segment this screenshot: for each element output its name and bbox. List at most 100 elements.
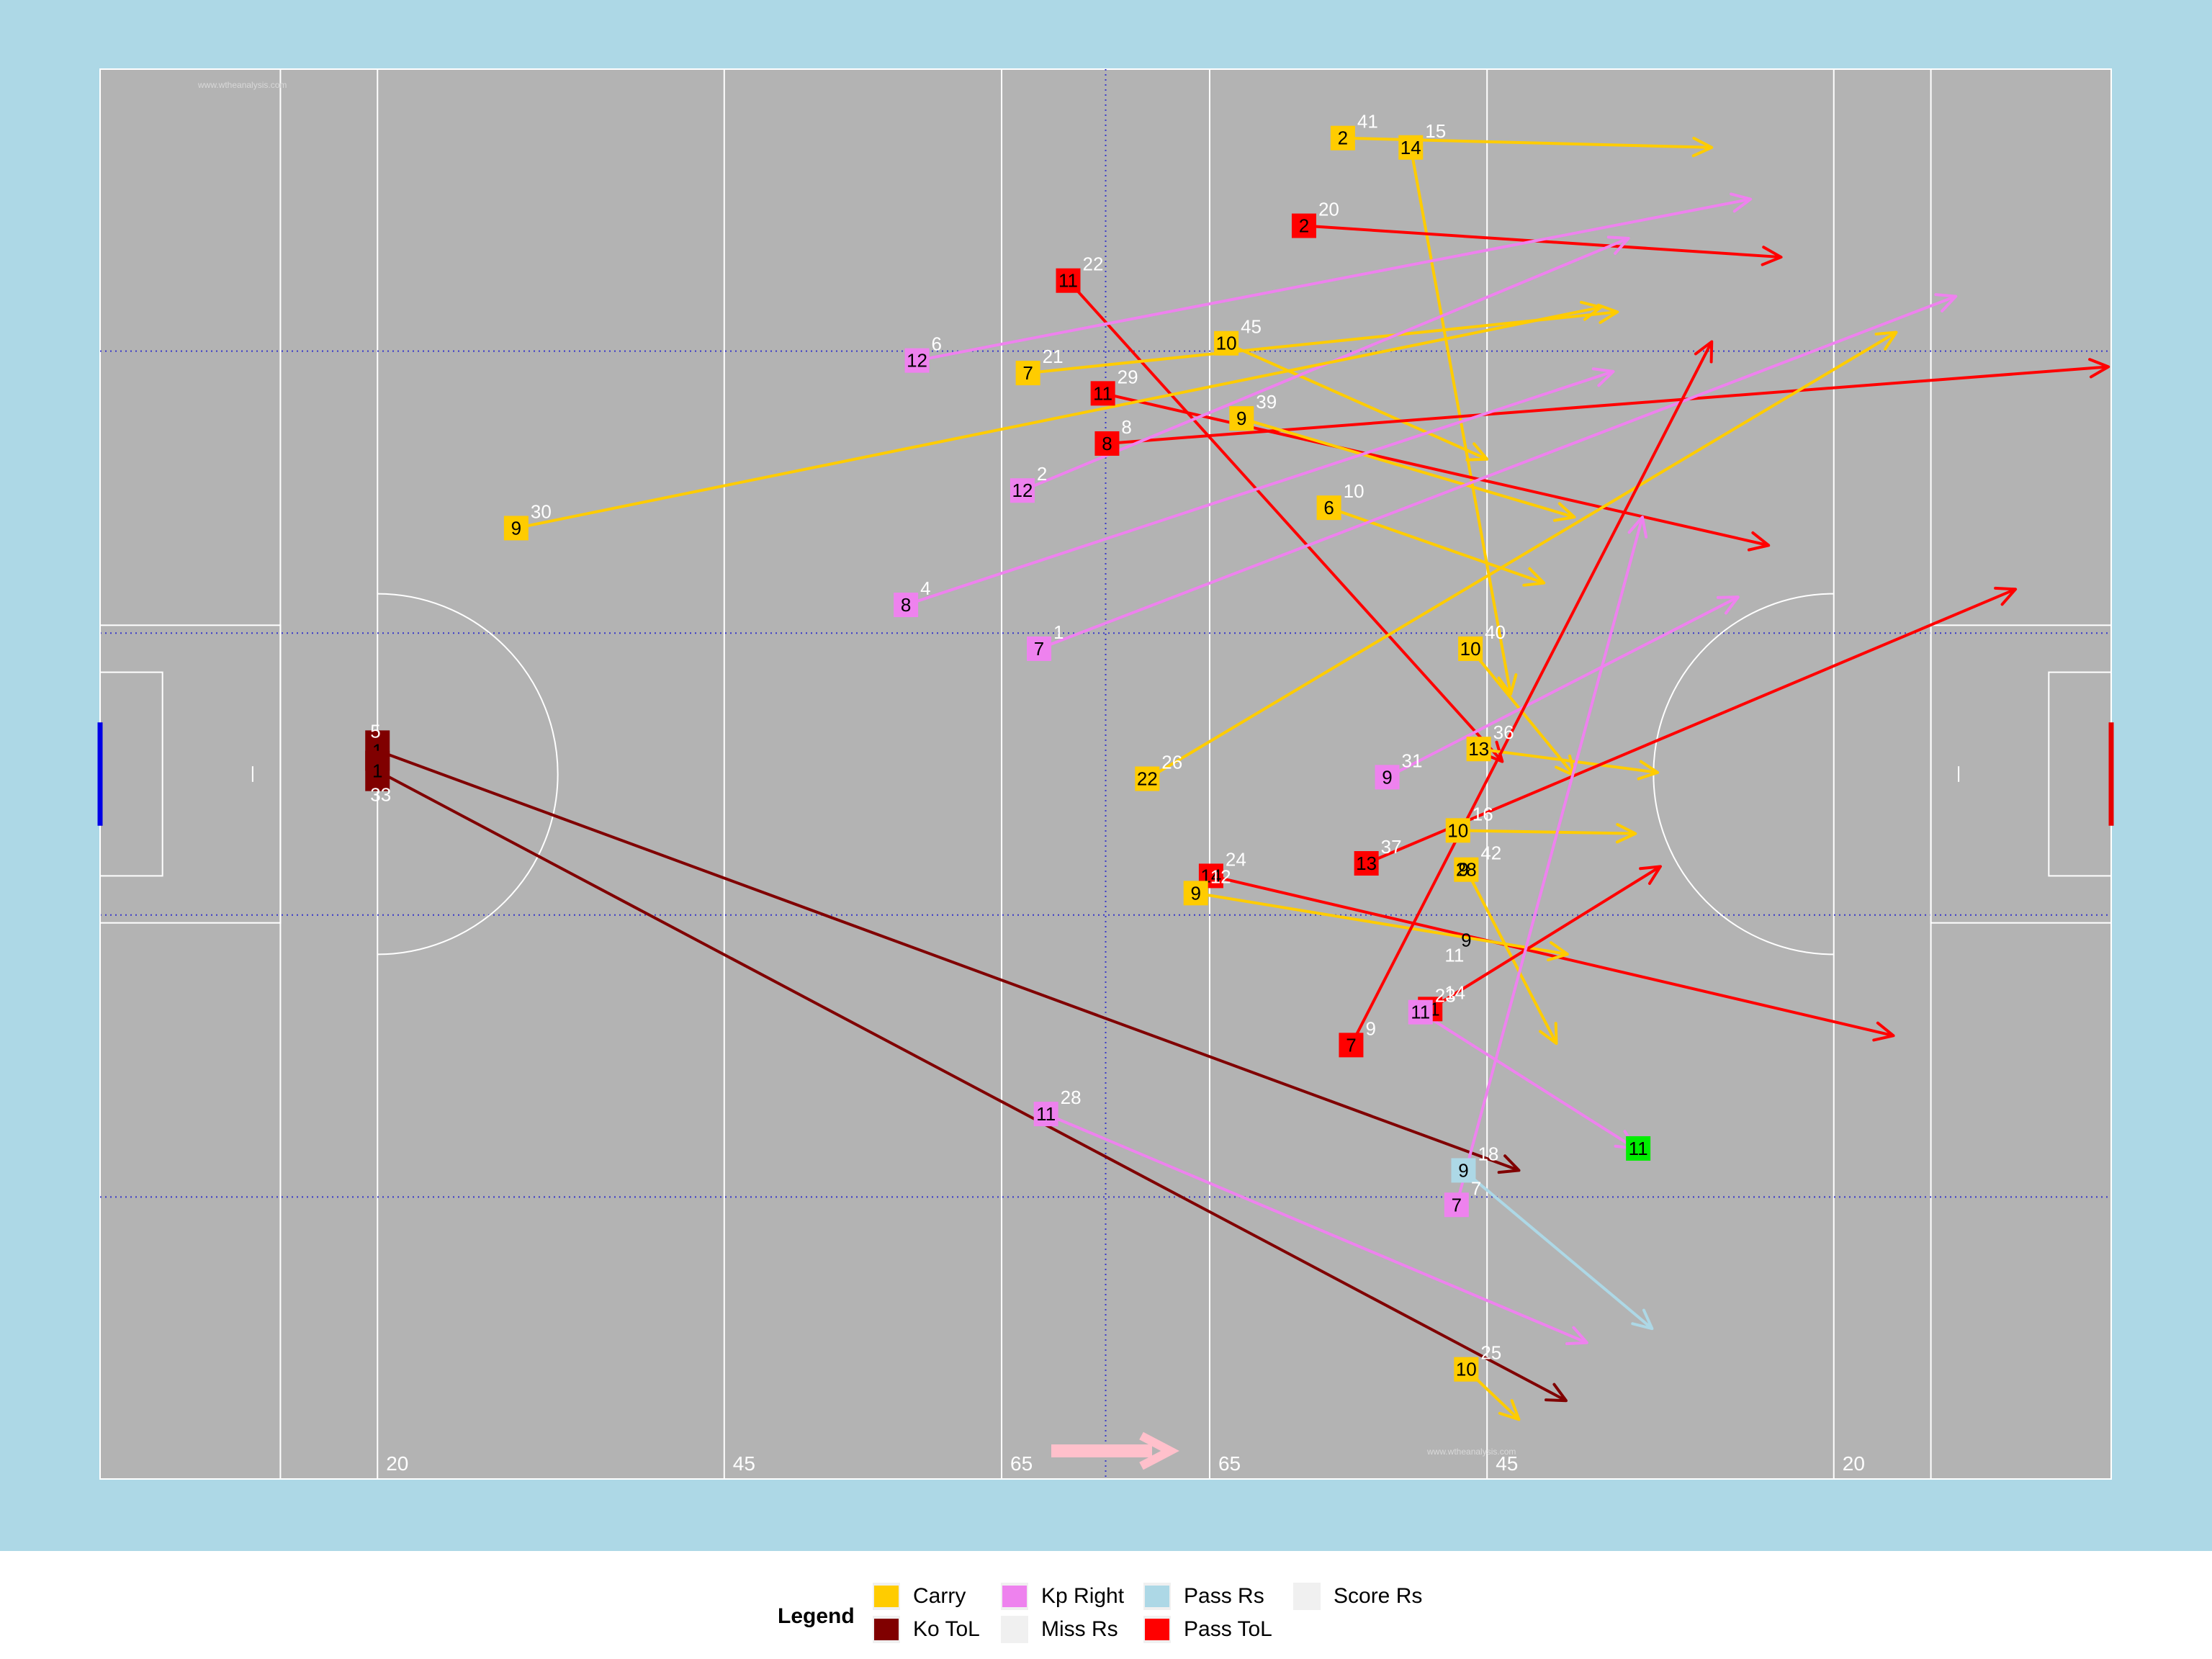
event-arrow: [1303, 224, 1781, 259]
event-marker: [1027, 636, 1052, 661]
arrow-head: [1547, 941, 1569, 962]
player-number: 11: [1036, 1103, 1056, 1125]
event-arrow: [1038, 295, 1956, 650]
sequence-number: 18: [1478, 1143, 1498, 1164]
event-marker: [1339, 1033, 1364, 1058]
event-marker: [1316, 495, 1341, 521]
arrow-head: [1639, 865, 1662, 885]
legend-label: Kp Right: [1041, 1584, 1125, 1608]
legend-key: [1143, 1583, 1171, 1610]
arrow-head: [1994, 586, 2018, 606]
arrow-head: [1552, 502, 1576, 522]
field-number: 65: [1218, 1452, 1241, 1475]
arrow-head: [1730, 192, 1753, 213]
player-number: 11: [1058, 270, 1078, 292]
field-number-layer: 20 45 65 65 45 20: [386, 1452, 1865, 1475]
event-marker: [1375, 765, 1400, 790]
legend-swatch: [1295, 1586, 1319, 1607]
direction-arrow-head: [1139, 1431, 1179, 1470]
sequence-number: 40: [1485, 621, 1506, 643]
arrow-head: [1497, 673, 1518, 696]
event-marker: [365, 750, 390, 791]
event-arrow: [1386, 595, 1739, 779]
legend-key: [1001, 1616, 1028, 1643]
event-arrow: [1028, 310, 1618, 375]
arrow-head: [1747, 531, 1771, 552]
event-arrow: [1241, 417, 1575, 519]
player-number: 9: [511, 517, 521, 539]
event-marker: [1330, 125, 1355, 150]
event-arrow: [1045, 1112, 1588, 1344]
event-marker: [1354, 851, 1379, 876]
field-number: 20: [386, 1452, 408, 1475]
event-marker: [1135, 766, 1160, 791]
legend-key: [873, 1583, 900, 1610]
arrow-head: [1631, 1308, 1654, 1331]
event-arrow: [516, 305, 1601, 530]
event-marker: [1445, 818, 1470, 843]
event-marker: [1015, 361, 1040, 386]
field-number: 65: [1010, 1452, 1033, 1475]
event-marker: [1229, 406, 1254, 431]
arrow-head: [1606, 235, 1630, 255]
event-arrow: [1478, 747, 1658, 774]
sequence-number: 37: [1381, 836, 1402, 858]
event-marker: [1398, 135, 1424, 160]
arrow-head: [1522, 567, 1546, 587]
sequence-number: 45: [1241, 316, 1262, 338]
arrow-head: [1497, 1154, 1521, 1174]
event-marker: [1010, 478, 1035, 503]
sequence-number: 7: [1471, 1177, 1481, 1199]
legend-key: [1001, 1583, 1028, 1610]
legend-swatch: [874, 1619, 899, 1640]
legend-label: Miss Rs: [1041, 1617, 1118, 1641]
arrow-head: [1627, 516, 1648, 539]
legend-label: Pass ToL: [1184, 1617, 1272, 1641]
event-arrow: [377, 769, 1567, 1402]
player-number: 2: [1299, 215, 1309, 237]
event-marker: [1626, 1136, 1651, 1161]
arrow-head: [1565, 1326, 1588, 1346]
event-marker: [1408, 999, 1433, 1025]
player-number: 9: [1236, 408, 1246, 429]
player-number: 13: [1468, 738, 1489, 760]
legend-label: Carry: [913, 1584, 966, 1608]
player-number: 12: [1012, 480, 1033, 501]
arrow-head: [1872, 1021, 1895, 1042]
player-number: 7: [1034, 638, 1044, 660]
player-number: 9: [1382, 766, 1392, 788]
event-arrow: [1455, 516, 1644, 1205]
event-marker: [904, 348, 930, 373]
event-marker: [1454, 857, 1479, 882]
player-number: 10: [1216, 333, 1237, 354]
legend-key: [873, 1616, 900, 1643]
legend-swatch: [1002, 1586, 1027, 1607]
event-arrow: [905, 369, 1614, 606]
legend-swatch: [1145, 1586, 1169, 1607]
event-marker: [1466, 737, 1491, 762]
arrow-head: [1761, 246, 1783, 266]
event-arrow: [1349, 341, 1714, 1046]
legend-swatch: [1002, 1619, 1027, 1640]
watermark: www.wtheanalysis.com: [1426, 1447, 1516, 1457]
sequence-number: 2: [1037, 463, 1047, 485]
event-marker: [1454, 1357, 1479, 1382]
arrow-head: [1716, 595, 1740, 615]
sequence-number: 10: [1344, 480, 1364, 502]
event-marker: [1458, 636, 1483, 661]
event-marker: [503, 516, 529, 541]
player-number: 7: [1452, 1194, 1462, 1215]
sequence-number: 33: [370, 784, 391, 806]
legend-label: Pass Rs: [1184, 1584, 1264, 1608]
event-arrow: [1146, 331, 1897, 781]
sequence-number: 26: [1161, 752, 1182, 773]
player-number: 10: [1460, 638, 1481, 660]
player-number: 9: [1458, 1159, 1468, 1181]
sequence-number: 6: [932, 333, 942, 355]
legend-key: [1143, 1616, 1171, 1643]
legend-swatch: [874, 1586, 899, 1607]
arc-left: [377, 593, 559, 956]
arrow-head: [1539, 1022, 1558, 1046]
event-arrow: [1328, 506, 1545, 585]
